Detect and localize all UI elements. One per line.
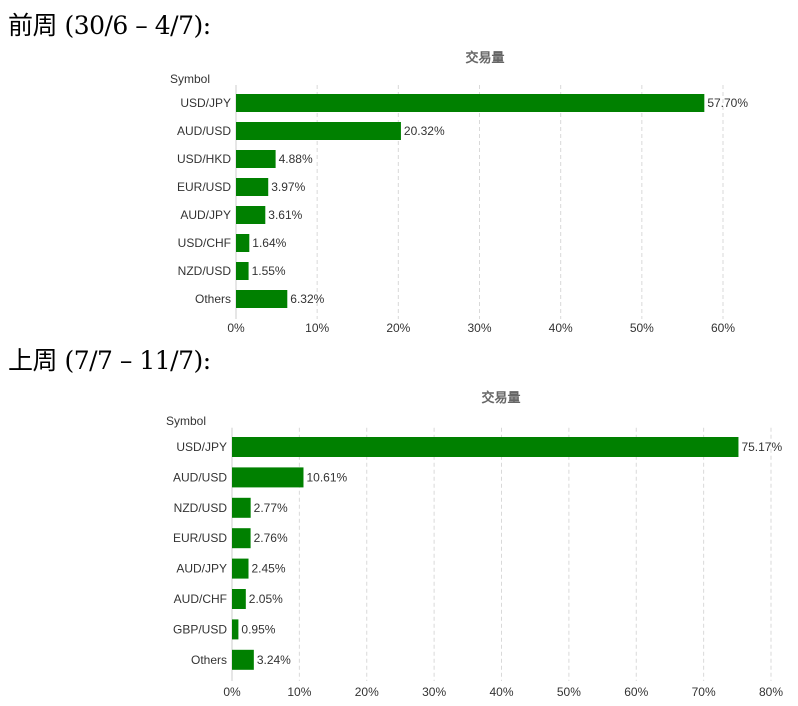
previous-week-heading: 前周 (30/6 – 4/7):: [8, 11, 211, 40]
last-week-x-tick-label: 20%: [355, 685, 379, 699]
prev-week-bar: [236, 178, 269, 196]
prev-week-category-label: USD/JPY: [180, 96, 231, 110]
last-week-x-tick-label: 30%: [422, 685, 446, 699]
last-week-x-tick-label: 60%: [624, 685, 648, 699]
prev-week-category-label: AUD/USD: [177, 124, 231, 138]
last-week-category-label: EUR/USD: [173, 531, 227, 545]
last-week-category-label: GBP/USD: [173, 622, 227, 636]
last-week-value-label: 3.24%: [257, 653, 291, 667]
prev-week-value-label: 4.88%: [279, 152, 313, 166]
prev-week-x-tick-label: 0%: [227, 321, 245, 335]
last-week-x-tick-label: 0%: [223, 685, 241, 699]
last-week-bar: [232, 467, 304, 488]
prev-week-category-label: NZD/USD: [178, 264, 232, 278]
prev-week-value-label: 3.97%: [271, 180, 305, 194]
last-week-category-label: AUD/CHF: [174, 592, 227, 606]
last-week-bar: [232, 497, 251, 518]
prev-week-value-label: 1.55%: [252, 264, 286, 278]
last-week-value-label: 75.17%: [741, 440, 782, 454]
last-week-value-label: 2.76%: [254, 531, 288, 545]
prev-week-value-label: 3.61%: [268, 208, 302, 222]
prev-week-value-label: 6.32%: [290, 292, 324, 306]
last-week-volume-chart: 交易量 Symbol 0% 10% 20% 30% 40% 50% 60% 70% 80% USD/J…: [166, 390, 783, 699]
last-week-x-tick-label: 50%: [557, 685, 581, 699]
prev-week-x-tick-label: 30%: [467, 321, 491, 335]
last-week-bar: [232, 649, 254, 670]
prev-week-bar: [236, 122, 401, 140]
last-week-x-tick-label: 80%: [759, 685, 783, 699]
last-week-category-label: AUD/USD: [173, 470, 227, 484]
last-week-bar: [232, 528, 251, 549]
last-week-bar: [232, 437, 739, 457]
last-week-value-label: 2.05%: [249, 592, 283, 606]
last-week-category-label: NZD/USD: [174, 501, 228, 515]
last-week-value-label: 10.61%: [306, 470, 347, 484]
last-week-category-label: USD/JPY: [176, 440, 227, 454]
last-week-x-tick-label: 70%: [692, 685, 716, 699]
last-week-bar: [232, 558, 249, 579]
last-week-chart-title: 交易量: [481, 390, 520, 406]
prev-week-category-label: AUD/JPY: [180, 208, 231, 222]
prev-week-x-tick-label: 20%: [386, 321, 410, 335]
prev-week-bar: [236, 234, 250, 252]
prev-week-category-label: USD/HKD: [177, 152, 231, 166]
prev-week-value-label: 57.70%: [707, 96, 748, 110]
prev-week-category-label: Others: [195, 292, 231, 306]
previous-week-volume-chart: 交易量 Symbol 0% 10% 20% 30% 40% 50% 60% USD/JPY 57.7…: [170, 50, 748, 335]
prev-week-category-label: USD/CHF: [178, 236, 231, 250]
prev-week-bar: [236, 262, 249, 280]
last-week-heading: 上周 (7/7 – 11/7):: [8, 346, 211, 375]
prev-week-x-tick-label: 40%: [549, 321, 573, 335]
last-week-bar: [232, 619, 239, 640]
prev-week-x-tick-label: 60%: [711, 321, 735, 335]
prev-week-category-label: EUR/USD: [177, 180, 231, 194]
last-week-x-tick-label: 40%: [489, 685, 513, 699]
last-week-category-label: AUD/JPY: [176, 562, 227, 576]
last-week-value-label: 2.77%: [254, 501, 288, 515]
last-week-value-label: 0.95%: [241, 622, 275, 636]
prev-week-x-tick-label: 50%: [630, 321, 654, 335]
last-week-x-tick-label: 10%: [287, 685, 311, 699]
prev-week-chart-title: 交易量: [465, 50, 504, 66]
prev-week-bar: [236, 150, 276, 168]
prev-week-bar: [236, 94, 705, 112]
last-week-value-label: 2.45%: [252, 562, 286, 576]
last-week-category-label: Others: [191, 653, 227, 667]
prev-week-value-label: 1.64%: [252, 236, 286, 250]
prev-week-bar: [236, 290, 288, 308]
prev-week-value-label: 20.32%: [404, 124, 445, 138]
prev-week-bar: [236, 206, 266, 224]
last-week-bar: [232, 589, 246, 609]
last-week-axis-title: Symbol: [166, 414, 206, 428]
prev-week-x-tick-label: 10%: [305, 321, 329, 335]
prev-week-axis-title: Symbol: [170, 72, 210, 86]
